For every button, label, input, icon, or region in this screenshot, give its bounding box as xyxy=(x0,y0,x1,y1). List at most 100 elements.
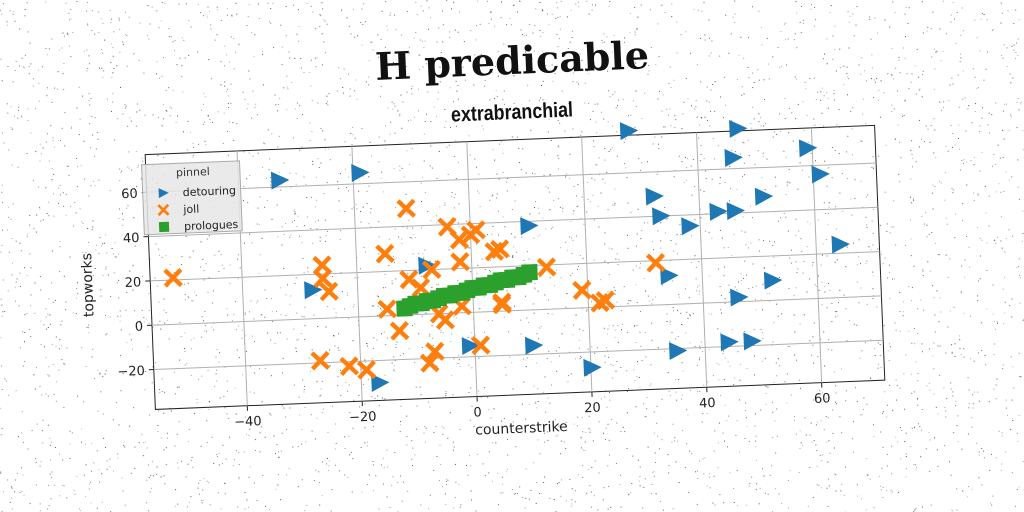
noise-dot xyxy=(858,239,860,241)
noise-dot xyxy=(512,388,514,390)
noise-dot xyxy=(902,311,904,313)
noise-dot xyxy=(658,143,659,145)
noise-dot xyxy=(419,386,421,388)
x-tick-label: 20 xyxy=(584,401,601,417)
noise-dot xyxy=(763,240,765,241)
noise-dot xyxy=(491,233,493,235)
noise-dot xyxy=(968,389,970,391)
noise-dot xyxy=(366,343,367,345)
noise-dot xyxy=(315,199,317,201)
noise-dot xyxy=(144,389,146,391)
noise-dot xyxy=(658,56,660,57)
noise-dot xyxy=(1,244,3,246)
noise-dot xyxy=(546,13,548,15)
noise-dot xyxy=(322,8,324,10)
noise-dot xyxy=(91,356,93,358)
noise-dot xyxy=(286,428,287,430)
noise-dot xyxy=(340,272,342,274)
noise-dot xyxy=(703,2,705,4)
noise-dot xyxy=(57,71,59,73)
noise-dot xyxy=(429,333,431,335)
noise-dot xyxy=(34,388,36,390)
noise-dot xyxy=(641,359,643,361)
noise-dot xyxy=(196,402,198,404)
noise-dot xyxy=(968,402,970,404)
noise-dot xyxy=(609,391,610,393)
noise-dot xyxy=(304,406,306,408)
noise-dot xyxy=(53,215,55,217)
noise-dot xyxy=(203,270,205,271)
noise-dot xyxy=(816,450,818,452)
noise-dot xyxy=(725,14,727,16)
noise-dot xyxy=(151,487,153,489)
noise-dot xyxy=(175,121,177,123)
noise-dot xyxy=(125,107,127,109)
noise-dot xyxy=(601,398,602,400)
noise-dot xyxy=(1009,73,1011,75)
noise-dot xyxy=(695,278,697,280)
noise-dot xyxy=(626,448,628,449)
noise-dot xyxy=(62,192,64,194)
noise-dot xyxy=(280,189,282,191)
noise-dot xyxy=(502,152,504,154)
noise-dot xyxy=(854,197,856,199)
noise-dot xyxy=(518,116,519,118)
noise-dot xyxy=(764,189,766,191)
noise-dot xyxy=(395,257,397,259)
noise-dot xyxy=(182,91,184,93)
noise-dot xyxy=(248,507,249,509)
noise-dot xyxy=(324,52,326,54)
noise-dot xyxy=(309,140,311,141)
noise-dot xyxy=(211,436,213,438)
noise-dot xyxy=(979,125,981,127)
noise-dot xyxy=(127,166,129,168)
noise-dot xyxy=(973,192,975,194)
noise-dot xyxy=(743,93,745,95)
noise-dot xyxy=(676,52,678,54)
noise-dot xyxy=(55,381,57,383)
noise-dot xyxy=(860,57,862,59)
noise-dot xyxy=(912,158,914,159)
noise-dot xyxy=(491,480,493,482)
noise-dot xyxy=(586,375,588,377)
noise-dot xyxy=(289,172,291,174)
noise-dot xyxy=(874,81,876,83)
noise-dot xyxy=(331,276,333,277)
noise-dot xyxy=(492,116,494,118)
noise-dot xyxy=(745,410,746,412)
noise-dot xyxy=(580,436,582,438)
noise-dot xyxy=(241,329,243,331)
noise-dot xyxy=(774,264,776,266)
noise-dot xyxy=(636,302,638,303)
noise-dot xyxy=(253,318,255,320)
noise-dot xyxy=(676,399,678,401)
noise-dot xyxy=(645,356,647,358)
noise-dot xyxy=(714,158,716,160)
noise-dot xyxy=(133,188,135,190)
noise-dot xyxy=(567,103,569,105)
noise-dot xyxy=(968,486,970,488)
noise-dot xyxy=(615,107,617,109)
noise-dot xyxy=(415,237,417,239)
noise-dot xyxy=(853,323,855,325)
noise-dot xyxy=(244,99,246,101)
noise-dot xyxy=(381,397,383,399)
noise-dot xyxy=(210,28,212,30)
noise-dot xyxy=(708,473,710,475)
noise-dot xyxy=(216,349,218,351)
noise-dot xyxy=(757,150,759,152)
noise-dot xyxy=(552,80,554,82)
noise-dot xyxy=(690,235,692,237)
noise-dot xyxy=(872,156,874,158)
noise-dot xyxy=(229,283,231,285)
noise-dot xyxy=(106,333,108,335)
noise-dot xyxy=(507,439,508,441)
noise-dot xyxy=(702,413,704,415)
noise-dot xyxy=(622,98,624,100)
data-point-joll xyxy=(449,229,470,250)
noise-dot xyxy=(546,358,548,359)
noise-dot xyxy=(503,103,505,105)
noise-dot xyxy=(181,264,183,265)
noise-dot xyxy=(424,120,426,122)
noise-dot xyxy=(520,29,522,31)
